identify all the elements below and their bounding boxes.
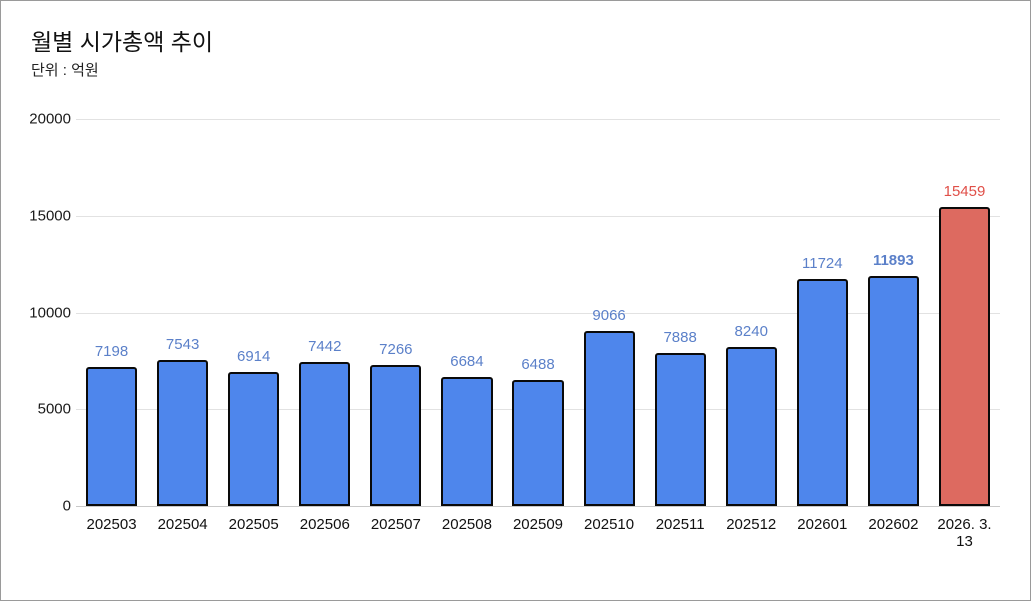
bar <box>228 372 280 506</box>
y-axis: 0 5000 10000 15000 20000 <box>29 110 73 514</box>
x-tick-label: 202508 <box>441 516 492 533</box>
x-tick-label: 2026. 3. 13 <box>937 516 992 550</box>
bar-chart: 0 5000 10000 15000 20000 7198 7543 6914 7442 726… <box>29 101 1000 571</box>
x-tick-label: 202601 <box>797 516 848 533</box>
gridline <box>76 119 1000 120</box>
bar <box>867 275 919 506</box>
x-tick-label: 202511 <box>655 516 705 533</box>
chart-subtitle: 단위 : 억원 <box>31 62 99 79</box>
x-tick-label: 202509 <box>512 516 564 533</box>
bar-value-label: 8240 <box>734 322 768 340</box>
bar-value-label: 6488 <box>521 356 555 374</box>
bar-value-label: 9066 <box>592 306 626 324</box>
bar-slot: 9066 <box>574 119 645 506</box>
bar <box>938 206 991 506</box>
x-tick-label: 202602 <box>868 516 919 533</box>
bar-value-label: 6914 <box>237 348 271 366</box>
bar-slot: 6488 <box>502 119 573 506</box>
x-tick-label: 202512 <box>726 516 777 533</box>
gridline <box>76 215 1000 217</box>
bar-value-label: 7266 <box>379 341 413 359</box>
bar-value-label: 6684 <box>450 352 484 370</box>
bar <box>157 360 209 506</box>
bar-value-label: 11893 <box>872 251 914 269</box>
gridline <box>76 312 1000 314</box>
bar-value-label: 7888 <box>663 329 697 347</box>
x-tick-label: 202505 <box>228 516 279 533</box>
bar <box>85 366 138 506</box>
bar <box>796 279 848 506</box>
gridline <box>76 506 1000 507</box>
y-tick-label: 15000 <box>29 207 71 225</box>
chart-title: 월별 시가총액 추이 <box>31 29 214 55</box>
bar-slot: 7888 <box>645 119 716 506</box>
bar <box>512 380 564 506</box>
bar-slot: 6684 <box>431 119 502 506</box>
x-tick-label: 202507 <box>370 516 421 533</box>
bar-slot: 7266 <box>360 119 431 506</box>
bar-value-label: 11724 <box>802 255 843 273</box>
bar-slot: 11724 <box>787 119 858 506</box>
y-tick-label: 20000 <box>29 110 71 128</box>
y-tick-label: 10000 <box>29 303 71 321</box>
bar-slot: 11893 <box>858 119 929 506</box>
bar-value-label: 7198 <box>94 342 129 360</box>
bar-value-label: 7543 <box>165 336 200 354</box>
x-tick-label: 202503 <box>86 516 137 533</box>
plot-area: 7198 7543 6914 7442 7266 6684 6488 9066 7888 8240… <box>76 119 1000 507</box>
bar-slot: 6914 <box>218 119 289 506</box>
bar <box>725 346 777 506</box>
bar <box>299 362 351 506</box>
y-tick-label: 0 <box>62 497 71 515</box>
bar-value-label: 7442 <box>308 338 342 355</box>
bar-slot: 7198 <box>76 119 147 506</box>
x-tick-label: 202510 <box>584 516 635 533</box>
bar <box>583 330 635 506</box>
bars: 7198 7543 6914 7442 7266 6684 6488 9066 7888 8240… <box>76 119 1000 506</box>
x-tick-label: 202504 <box>157 516 208 533</box>
x-tick-label: 202506 <box>299 516 350 533</box>
bar <box>441 376 493 506</box>
y-tick-label: 5000 <box>37 400 71 418</box>
bar-slot: 7543 <box>147 119 218 506</box>
x-axis: 202503 202504 202505 202506 202507 202508 2025… <box>76 510 1000 550</box>
bar-slot: 8240 <box>716 119 787 506</box>
bar-slot: 15459 <box>929 119 1000 506</box>
bar-value-label: 15459 <box>943 182 986 200</box>
bar <box>654 353 706 506</box>
bar-slot: 7442 <box>289 119 360 506</box>
bar <box>370 365 422 506</box>
